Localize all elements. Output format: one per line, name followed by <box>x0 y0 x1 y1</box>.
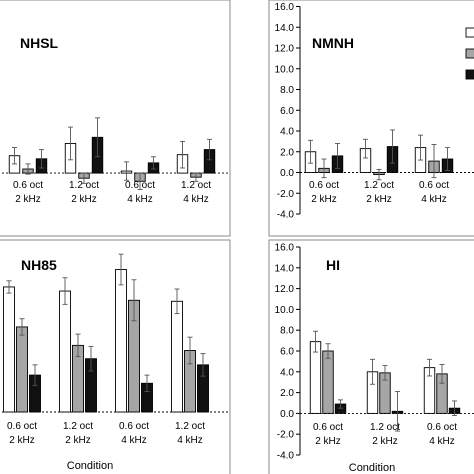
y-tick-label: 12.0 <box>275 44 295 55</box>
bar <box>3 286 15 413</box>
x-axis-title: Condition <box>349 462 395 474</box>
panel-title: NHSL <box>20 35 59 51</box>
y-tick-label: 10.0 <box>275 64 295 75</box>
category-label: 0.6 oct <box>427 422 457 433</box>
y-tick-label: 16.0 <box>275 243 295 254</box>
y-tick-label: 4.0 <box>280 367 294 378</box>
category-label: 2 kHz <box>311 194 337 205</box>
legend-swatch <box>465 48 474 59</box>
category-label: 4 kHz <box>183 194 209 205</box>
category-label: 4 kHz <box>121 435 147 446</box>
category-label: 1.2 oct <box>370 422 400 433</box>
category-label: 0.6 oct <box>119 421 149 432</box>
bar <box>322 350 334 414</box>
category-label: 4 kHz <box>127 194 153 205</box>
y-tick-label: 0.0 <box>280 168 294 179</box>
category-label: 0.6 oct <box>419 180 449 191</box>
category-label: 4 kHz <box>177 435 203 446</box>
bar <box>59 290 71 413</box>
chart-panel-nmnh: -4.0 -2.0 0.0 2.0 4.0 6.0 8.0 10.0 12.0 14.0 16.0 N… <box>268 0 474 237</box>
chart-panel-nhsl: NHSL 0.6 oct 2 kHz 1.2 oct 2 kHz 0.6 oct 4 kHz… <box>0 0 231 237</box>
category-label: 2 kHz <box>65 435 91 446</box>
category-label: 1.2 oct <box>181 180 211 191</box>
category-label: 0.6 oct <box>313 422 343 433</box>
category-label: 0.6 oct <box>309 180 339 191</box>
y-tick-label: -4.0 <box>277 210 295 221</box>
panel-frame <box>268 239 474 474</box>
y-tick-label: 8.0 <box>280 85 294 96</box>
chart-panel-hi: -4.0 -2.0 0.0 2.0 4.0 6.0 8.0 10.0 12.0 14.0 16.0 H… <box>268 239 474 474</box>
bar <box>171 300 183 413</box>
category-label: 1.2 oct <box>63 421 93 432</box>
category-label: 1.2 oct <box>364 180 394 191</box>
bar <box>16 326 28 413</box>
panel-title: NMNH <box>312 35 354 51</box>
category-label: 4 kHz <box>421 194 447 205</box>
panel-frame <box>0 0 231 237</box>
y-tick-label: -2.0 <box>277 430 295 441</box>
category-label: 2 kHz <box>9 435 35 446</box>
y-tick-label: 16.0 <box>275 2 295 13</box>
panel-title: HI <box>326 257 340 273</box>
category-label: 4 kHz <box>429 436 455 447</box>
legend-swatch <box>465 27 474 38</box>
category-label: 0.6 oct <box>7 421 37 432</box>
category-label: 2 kHz <box>372 436 398 447</box>
category-label: 0.6 oct <box>125 180 155 191</box>
y-tick-label: 2.0 <box>280 388 294 399</box>
category-label: 1.2 oct <box>69 180 99 191</box>
panel-title: NH85 <box>21 257 57 273</box>
y-tick-label: -2.0 <box>277 189 295 200</box>
y-tick-label: 6.0 <box>280 347 294 358</box>
y-tick-label: 8.0 <box>280 326 294 337</box>
y-tick-label: -4.0 <box>277 451 295 462</box>
y-tick-label: 6.0 <box>280 106 294 117</box>
category-label: 2 kHz <box>71 194 97 205</box>
y-tick-label: 10.0 <box>275 305 295 316</box>
y-tick-label: 4.0 <box>280 127 294 138</box>
legend-swatch <box>465 69 474 80</box>
category-label: 1.2 oct <box>175 421 205 432</box>
y-tick-label: 0.0 <box>280 409 294 420</box>
y-tick-label: 2.0 <box>280 147 294 158</box>
x-axis-title: Condition <box>67 460 113 472</box>
panel-frame <box>268 0 474 237</box>
category-label: 0.6 oct <box>13 180 43 191</box>
category-label: 2 kHz <box>315 436 341 447</box>
y-tick-label: 12.0 <box>275 284 295 295</box>
category-label: 2 kHz <box>366 194 392 205</box>
y-tick-label: 14.0 <box>275 23 295 34</box>
bar <box>115 269 127 413</box>
y-tick-label: 14.0 <box>275 263 295 274</box>
category-label: 2 kHz <box>15 194 41 205</box>
chart-panel-nh85: NH85 0.6 oct 2 kHz 1.2 oct 2 kHz 0.6 oct 4 kHz… <box>0 239 231 474</box>
panel-frame <box>0 239 231 474</box>
